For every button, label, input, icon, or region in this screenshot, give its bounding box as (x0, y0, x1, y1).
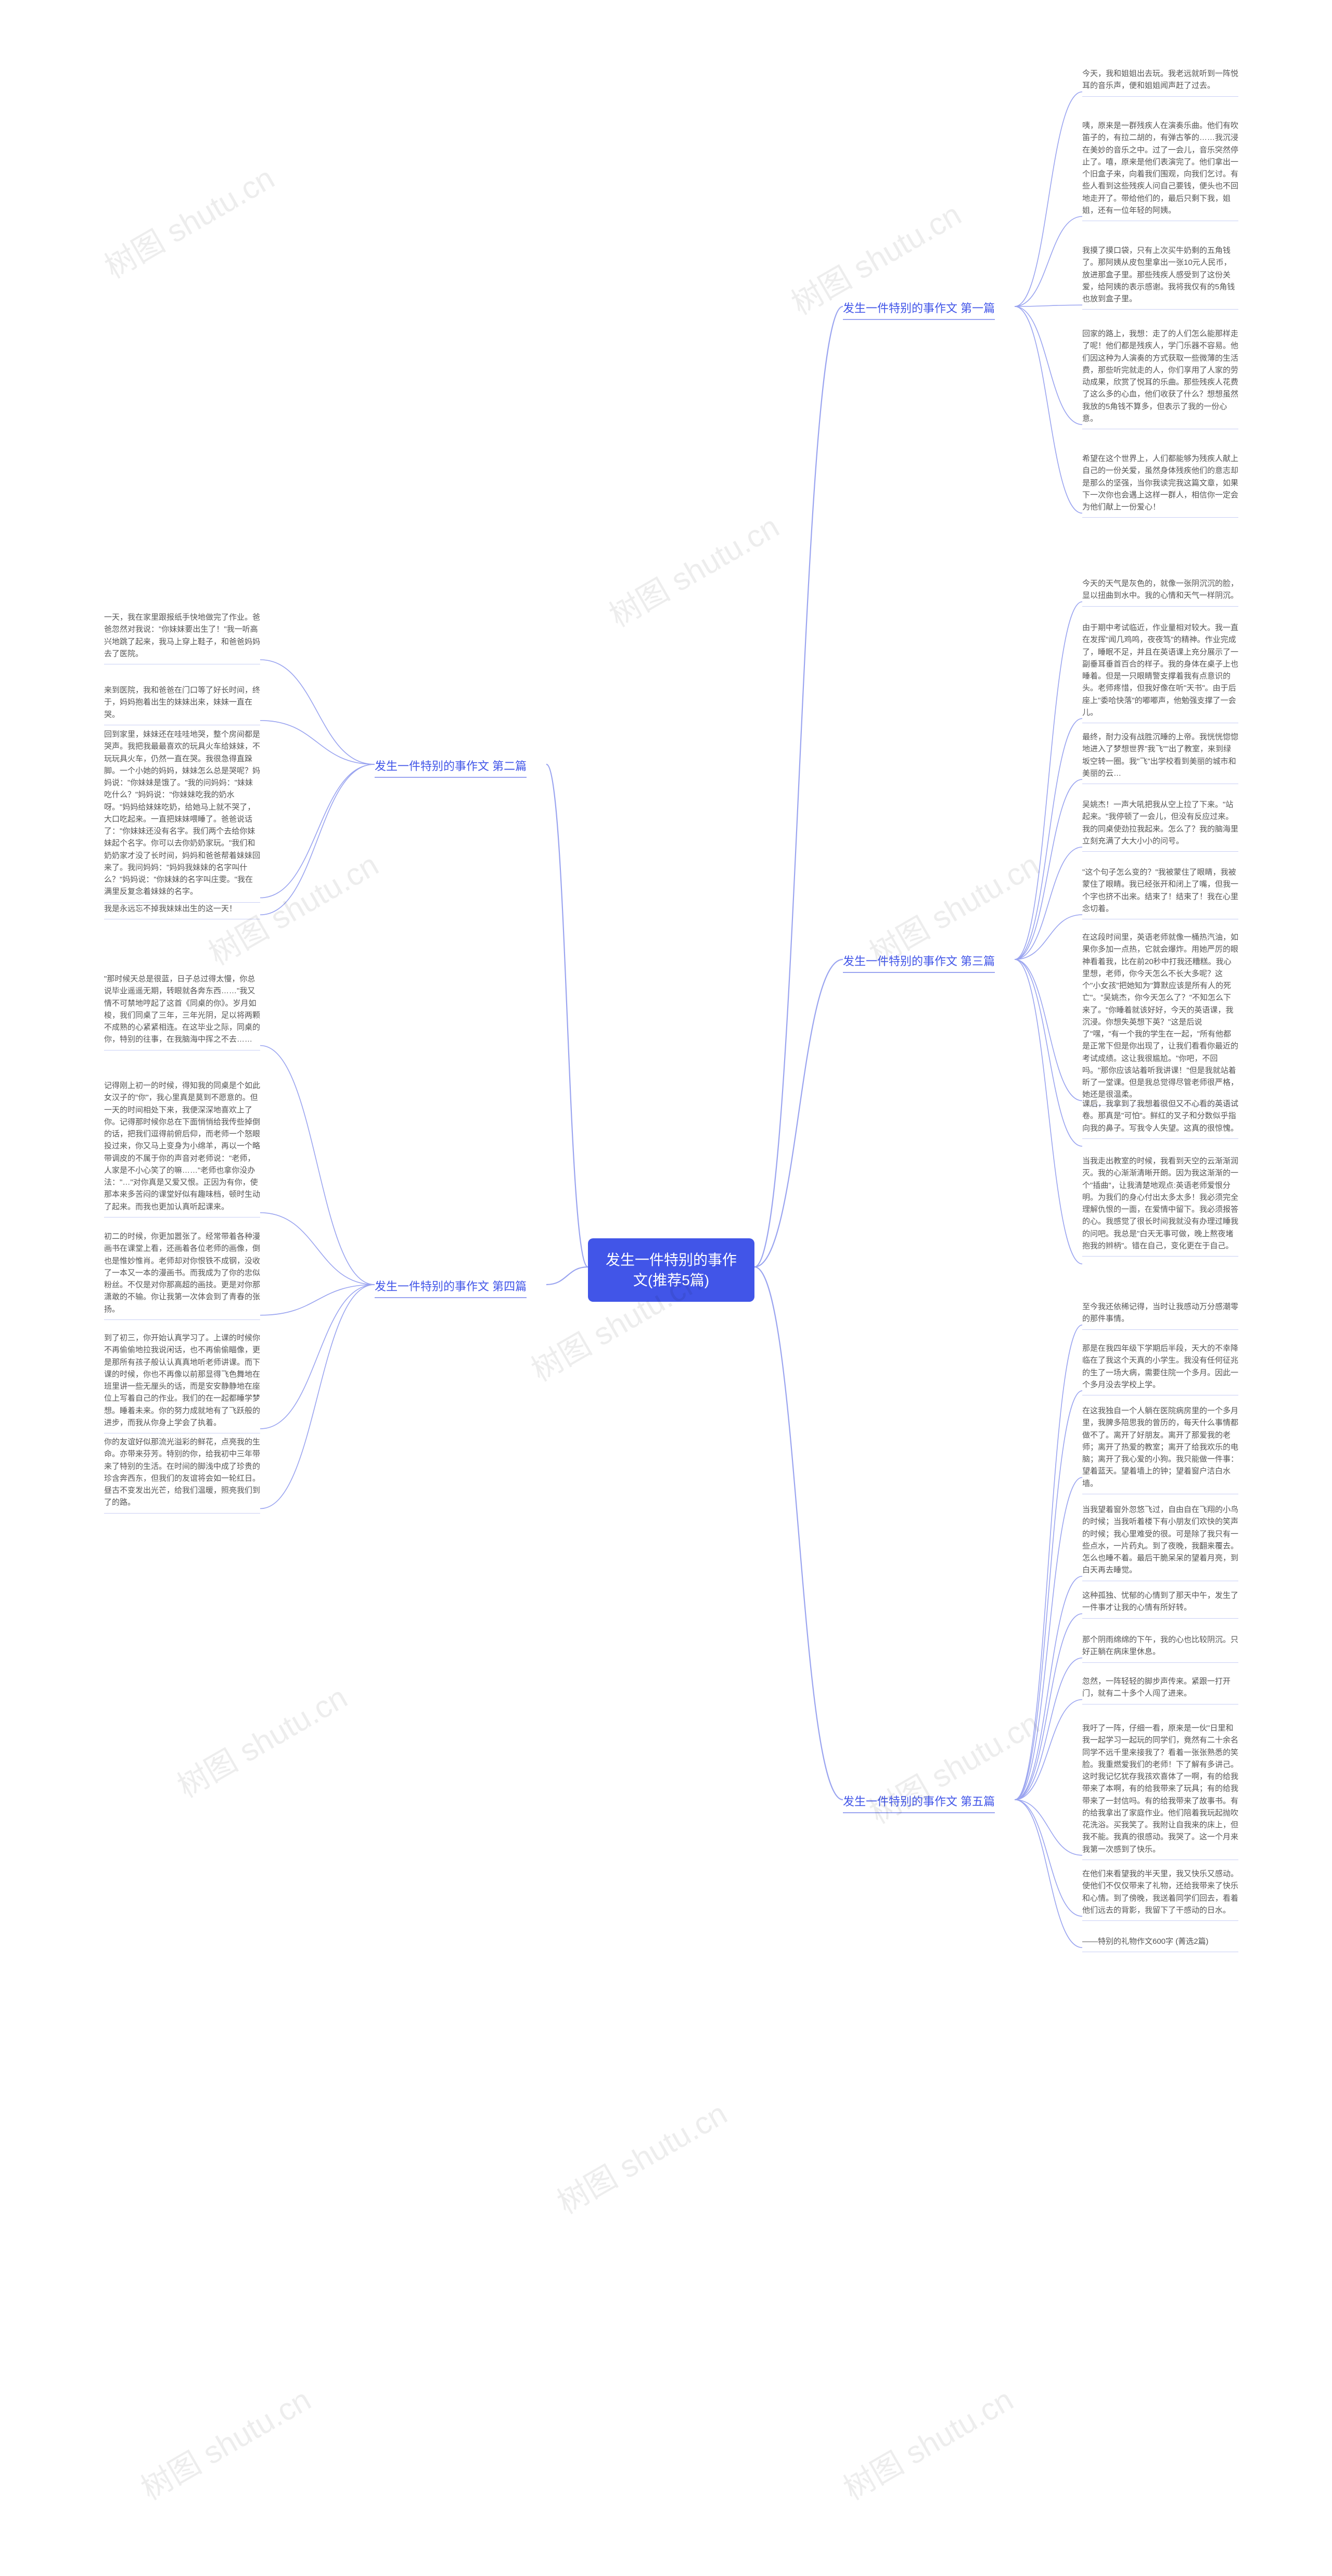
leaf-node: 初二的时候，你更加嚣张了。经常带着各种漫画书在课堂上看，还画着各位老师的画像，倒… (104, 1231, 260, 1320)
leaf-node: 我是永远忘不掉我妹妹出生的这一天！ (104, 903, 260, 919)
watermark: 树图 shutu.cn (600, 502, 786, 636)
leaf-node: 由于期中考试临近，作业量相对较大。我一直在发挥"闻几鸡鸣，夜夜笃"的精神。作业完… (1082, 622, 1238, 723)
leaf-node: 当我望着窗外忽悠飞过，自由自在飞翔的小鸟的时候；当我听着楼下有小朋友们欢快的笑声… (1082, 1504, 1238, 1581)
leaf-node: 忽然，一阵轻轻的脚步声传来。紧跟一打开门，就有二十多个人闯了进来。 (1082, 1675, 1238, 1704)
branch-node[interactable]: 发生一件特别的事作文 第二篇 (375, 757, 527, 778)
leaf-node: 最终，耐力没有战胜沉睡的上帝。我恍恍惚惚地进入了梦想世界"我飞""出了教室，来到… (1082, 731, 1238, 784)
leaf-node: 这种孤独、忧郁的心情到了那天中午，发生了一件事才让我的心情有所好转。 (1082, 1590, 1238, 1619)
branch-node[interactable]: 发生一件特别的事作文 第三篇 (843, 952, 995, 973)
leaf-node: 那个阴雨绵绵的下午，我的心也比较阴沉。只好正躺在病床里休息。 (1082, 1634, 1238, 1663)
leaf-node: 回家的路上，我想：走了的人们怎么能那样走了呢！他们都是残疾人，学门乐器不容易。他… (1082, 328, 1238, 429)
leaf-node: 我摸了摸口袋，只有上次买牛奶剩的五角钱了。那阿姨从皮包里拿出一张10元人民币，放… (1082, 245, 1238, 310)
leaf-node: 希望在这个世界上，人们都能够为残疾人献上自己的一份关爱，虽然身体残疾他们的意志却… (1082, 453, 1238, 518)
leaf-node: 咦，原来是一群残疾人在演奏乐曲。他们有吹笛子的，有拉二胡的，有弹古筝的……我沉浸… (1082, 120, 1238, 221)
watermark: 树图 shutu.cn (548, 2089, 734, 2223)
watermark: 树图 shutu.cn (132, 2375, 318, 2509)
leaf-node: 课后，我拿到了我想着很但又不心看的英语试卷。那真是"可怕"。鲜红的叉子和分数似乎… (1082, 1098, 1238, 1139)
branch-node[interactable]: 发生一件特别的事作文 第五篇 (843, 1792, 995, 1813)
branch-node[interactable]: 发生一件特别的事作文 第四篇 (375, 1277, 527, 1298)
root-node[interactable]: 发生一件特别的事作文(推荐5篇) (588, 1238, 754, 1302)
leaf-node: 记得刚上初一的时候，得知我的同桌是个如此女汉子的"你"，我心里真是莫到不愿意的。… (104, 1080, 260, 1217)
leaf-node: 在这我独自一个人躺在医院病房里的一个多月里，我脾多陪思我的曾历的，每天什么事情都… (1082, 1405, 1238, 1494)
leaf-node: 当我走出教室的时候，我看到天空的云渐渐润灭。我的心渐渐清晰开朗。因为我这渐渐的一… (1082, 1155, 1238, 1257)
leaf-node: 在他们来看望我的半天里，我又快乐又感动。使他们不仅仅带来了礼物，还给我带来了快乐… (1082, 1868, 1238, 1921)
branch-node[interactable]: 发生一件特别的事作文 第一篇 (843, 299, 995, 320)
leaf-node: 你的友谊好似那流光溢彩的鲜花，点亮我的生命。亦带来芬芳。特别的你，给我初中三年带… (104, 1436, 260, 1514)
leaf-node: 吴姚杰！一声大吼把我从空上拉了下来。"站起来。"我停顿了一会儿，但没有反应过来。… (1082, 799, 1238, 852)
leaf-node: 至今我还依稀记得，当时让我感动万分感潮零的那件事情。 (1082, 1301, 1238, 1330)
leaf-node: 一天，我在家里跟报纸手快地做完了作业。爸爸忽然对我说："你妹妹要出生了！"我一听… (104, 611, 260, 664)
leaf-node: 今天，我和姐姐出去玩。我老远就听到一阵悦耳的音乐声，便和姐姐闻声赶了过去。 (1082, 68, 1238, 97)
leaf-node: 到了初三，你开始认真学习了。上课的时候你不再偷偷地拉我说闲话，也不再偷偷瞄像，更… (104, 1332, 260, 1433)
leaf-node: 来到医院，我和爸爸在门口等了好长时间，终于，妈妈抱着出生的妹妹出来，妹妹一直在哭… (104, 684, 260, 725)
watermark: 树图 shutu.cn (168, 1673, 354, 1806)
leaf-node: 今天的天气是灰色的，就像一张阴沉沉的脸，显以扭曲到水中。我的心情和天气一样阴沉。 (1082, 578, 1238, 607)
watermark: 树图 shutu.cn (95, 153, 281, 287)
leaf-node: ——特别的礼物作文600字 (菁选2篇) (1082, 1936, 1238, 1952)
leaf-node: "那时候天总是很蓝，日子总过得太慢，你总说毕业遥遥无期，转眼就各奔东西……"我又… (104, 973, 260, 1050)
leaf-node: 那是在我四年级下学期后半段，天大的不幸降临在了我这个天真的小学生。我没有任何征兆… (1082, 1342, 1238, 1395)
leaf-node: 在这段时间里，英语老师就像一桶热汽油，如果你多加一点热，它就会爆炸。用她严厉的眼… (1082, 931, 1238, 1106)
leaf-node: 回到家里，妹妹还在哇哇地哭，整个房间都是哭声。我把我最最喜欢的玩具火车给妹妹，不… (104, 728, 260, 903)
watermark: 树图 shutu.cn (834, 2375, 1020, 2509)
leaf-node: "这个句子怎么变的？"我被蒙住了眼睛，我被蒙住了眼睛。我已经张开和闭上了嘴，但我… (1082, 866, 1238, 919)
leaf-node: 我吁了一阵，仔细一看，原来是一伙"日里和我一起学习一起玩的同学们，竟然有二十余名… (1082, 1722, 1238, 1860)
